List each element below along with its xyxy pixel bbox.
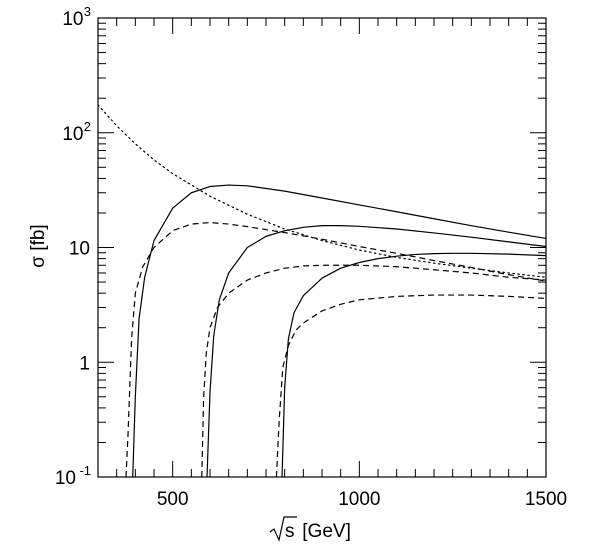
series-line-6-dashed bbox=[275, 294, 547, 478]
series-line-7-dotted bbox=[97, 104, 547, 278]
y-tick-base: 10 bbox=[55, 468, 76, 489]
y-tick-base: 10 bbox=[62, 124, 83, 145]
x-tick-labels: 500 1000 1500 bbox=[157, 489, 567, 510]
x-axis-label-sqrt-var: s bbox=[285, 521, 295, 542]
y-tick-exponent: -1 bbox=[79, 463, 91, 478]
minor-ticks bbox=[97, 18, 546, 477]
y-axis-label: σ [fb] bbox=[28, 224, 49, 267]
x-axis-label: s [GeV] bbox=[269, 516, 351, 542]
x-tick-label: 500 bbox=[157, 489, 189, 510]
y-tick-exponent: 3 bbox=[84, 4, 91, 19]
x-axis-label-unit: [GeV] bbox=[297, 521, 351, 542]
x-tick-label: 1000 bbox=[338, 489, 380, 510]
series-line-4-dashed bbox=[201, 264, 547, 478]
plot-frame bbox=[97, 17, 547, 478]
x-tick-label: 1500 bbox=[525, 489, 567, 510]
y-tick-label: 10 bbox=[69, 239, 90, 260]
y-tick-base: 1 bbox=[79, 353, 90, 374]
sqrt-sign bbox=[269, 516, 297, 542]
series-line-3-solid bbox=[206, 225, 547, 478]
y-tick-base: 10 bbox=[62, 9, 83, 30]
y-tick-label: 310 bbox=[62, 4, 91, 30]
y-tick-exponent: 2 bbox=[84, 119, 91, 134]
series-line-5-solid bbox=[281, 252, 547, 478]
y-tick-base: 10 bbox=[69, 239, 90, 260]
y-tick-label: -110 bbox=[55, 463, 91, 489]
major-ticks bbox=[98, 18, 547, 478]
series-line-2-dashed bbox=[125, 221, 547, 478]
series-layer bbox=[97, 104, 547, 478]
series-line-1-solid bbox=[132, 184, 547, 478]
y-tick-label: 1 bbox=[79, 353, 90, 374]
y-tick-label: 210 bbox=[62, 119, 91, 145]
